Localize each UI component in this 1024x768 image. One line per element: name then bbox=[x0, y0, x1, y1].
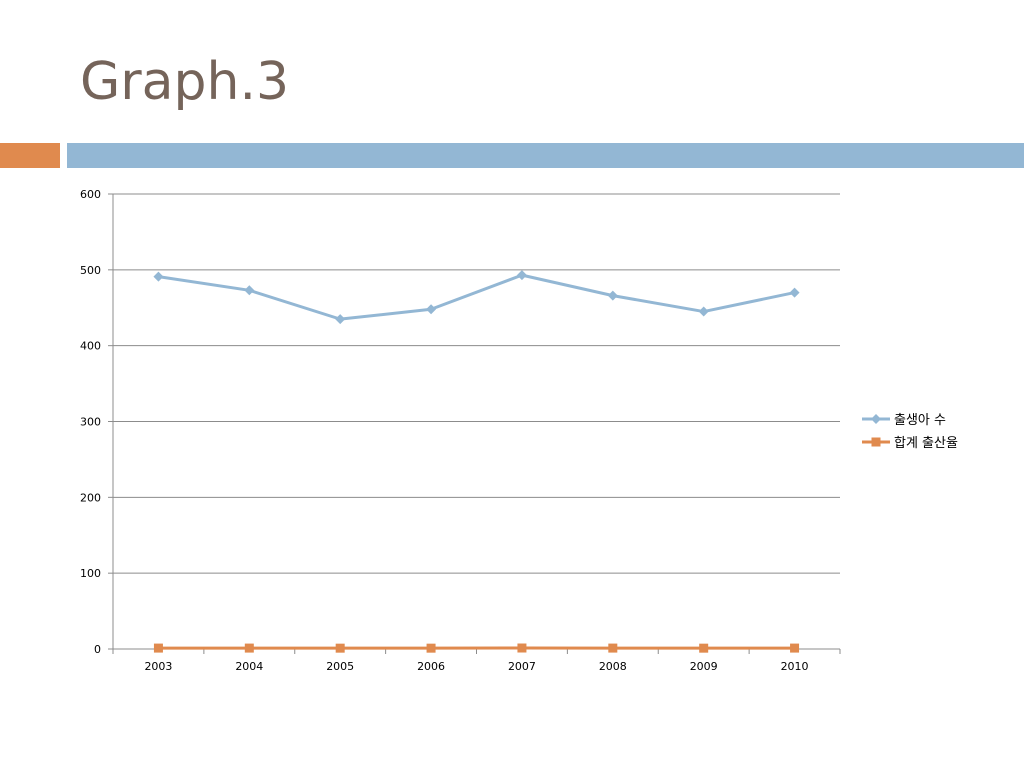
legend-label: 합계 출산율 bbox=[894, 436, 958, 451]
data-point bbox=[608, 643, 618, 653]
y-tick-label: 500 bbox=[80, 264, 101, 277]
legend-marker bbox=[871, 414, 881, 424]
data-point bbox=[335, 643, 345, 653]
x-tick-label: 2003 bbox=[144, 660, 172, 673]
slide-title: Graph.3 bbox=[80, 52, 290, 112]
data-point bbox=[790, 643, 800, 653]
data-point bbox=[517, 643, 527, 653]
data-point bbox=[153, 271, 164, 282]
y-tick-label: 200 bbox=[80, 491, 101, 504]
x-tick-label: 2005 bbox=[326, 660, 354, 673]
data-point bbox=[789, 287, 800, 298]
accent-bar-orange bbox=[0, 143, 60, 168]
data-point bbox=[699, 643, 709, 653]
series-line-0 bbox=[158, 273, 795, 321]
y-tick-label: 600 bbox=[80, 188, 101, 201]
data-point bbox=[335, 314, 346, 325]
x-tick-label: 2007 bbox=[508, 660, 536, 673]
legend-label: 출생아 수 bbox=[894, 413, 946, 428]
data-point bbox=[426, 304, 437, 315]
data-point bbox=[516, 270, 527, 281]
y-tick-label: 100 bbox=[80, 567, 101, 580]
data-point bbox=[426, 643, 436, 653]
data-point bbox=[698, 306, 709, 317]
data-point bbox=[244, 643, 254, 653]
legend-marker bbox=[871, 437, 881, 447]
y-tick-label: 0 bbox=[94, 643, 101, 656]
y-tick-label: 400 bbox=[80, 340, 101, 353]
data-point bbox=[607, 290, 618, 301]
x-tick-label: 2009 bbox=[690, 660, 718, 673]
data-point bbox=[153, 643, 163, 653]
x-tick-label: 2010 bbox=[781, 660, 809, 673]
data-point bbox=[244, 285, 255, 296]
x-tick-label: 2006 bbox=[417, 660, 445, 673]
x-tick-label: 2008 bbox=[599, 660, 627, 673]
x-tick-label: 2004 bbox=[235, 660, 263, 673]
y-tick-label: 300 bbox=[80, 416, 101, 429]
accent-bar-blue bbox=[67, 143, 1024, 168]
